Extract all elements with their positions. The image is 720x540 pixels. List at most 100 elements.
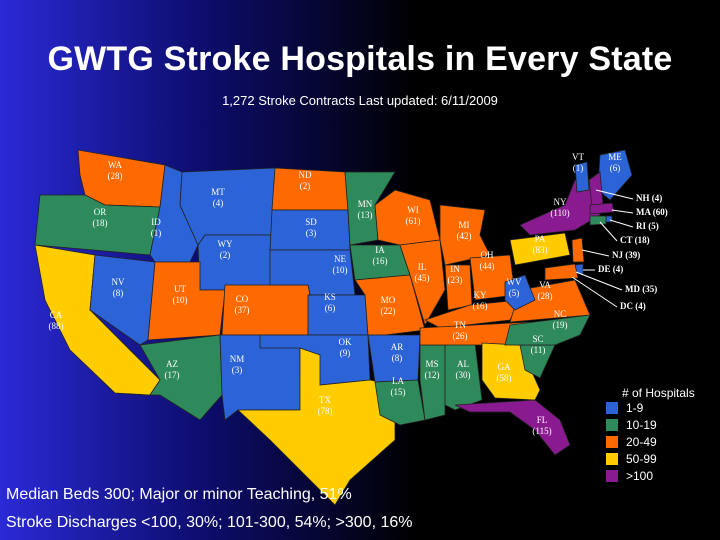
state-label-tx: TX bbox=[319, 395, 331, 405]
state-count-ms: (12) bbox=[425, 370, 440, 380]
callout-line-ct bbox=[599, 221, 618, 242]
state-count-ne: (10) bbox=[333, 265, 348, 275]
state-shape-wy bbox=[197, 234, 273, 291]
legend-label: 50-99 bbox=[626, 452, 657, 466]
state-label-or: OR bbox=[94, 207, 107, 217]
state-count-wv: (5) bbox=[509, 288, 520, 298]
state-label-ok: OK bbox=[339, 337, 352, 347]
state-shape-ms bbox=[419, 344, 446, 421]
state-label-id: ID bbox=[151, 217, 161, 227]
state-count-or: (18) bbox=[93, 218, 108, 228]
state-count-al: (30) bbox=[456, 370, 471, 380]
legend-label: >100 bbox=[626, 469, 654, 483]
callout-label-nj: NJ (39) bbox=[612, 250, 640, 260]
state-label-ky: KY bbox=[474, 290, 487, 300]
state-shape-fl bbox=[454, 399, 571, 456]
state-label-il: IL bbox=[418, 262, 427, 272]
state-count-la: (15) bbox=[391, 387, 406, 397]
state-count-tn: (26) bbox=[453, 331, 468, 341]
callout-label-dc: DC (4) bbox=[620, 301, 646, 311]
callout-line-ri bbox=[609, 219, 634, 228]
state-label-ga: GA bbox=[498, 362, 511, 372]
state-count-ia: (16) bbox=[373, 256, 388, 266]
state-label-az: AZ bbox=[166, 359, 178, 369]
state-count-az: (17) bbox=[165, 370, 180, 380]
state-label-nm: NM bbox=[230, 354, 245, 364]
legend-label: 1-9 bbox=[626, 401, 644, 415]
legend-swatch bbox=[606, 419, 618, 431]
state-shape-wv bbox=[504, 274, 536, 311]
state-count-vt: (1) bbox=[573, 163, 584, 173]
state-label-me: ME bbox=[608, 152, 622, 162]
state-count-nv: (8) bbox=[113, 288, 124, 298]
state-label-al: AL bbox=[457, 359, 469, 369]
legend-title: # of Hospitals bbox=[622, 386, 695, 400]
state-count-nd: (2) bbox=[300, 181, 311, 191]
state-label-ca: CA bbox=[50, 310, 63, 320]
legend-swatch bbox=[606, 470, 618, 482]
state-count-fl: (115) bbox=[532, 426, 551, 436]
callout-label-ct: CT (18) bbox=[620, 235, 650, 245]
state-label-co: CO bbox=[236, 294, 249, 304]
state-count-ga: (58) bbox=[497, 373, 512, 383]
state-count-ar: (8) bbox=[392, 353, 403, 363]
callout-label-md: MD (35) bbox=[625, 284, 657, 294]
callout-label-de: DE (4) bbox=[598, 264, 623, 274]
legend-swatch bbox=[606, 402, 618, 414]
callout-label-ma: MA (60) bbox=[636, 207, 668, 217]
state-label-ny: NY bbox=[554, 197, 567, 207]
state-shape-mi bbox=[439, 204, 491, 266]
state-label-mi: MI bbox=[459, 220, 470, 230]
callout-label-nh: NH (4) bbox=[636, 193, 662, 203]
state-label-oh: OH bbox=[481, 250, 494, 260]
state-shape-ct bbox=[589, 215, 607, 226]
state-shape-md bbox=[544, 263, 579, 281]
state-count-sc: (11) bbox=[531, 345, 546, 355]
state-count-nm: (3) bbox=[232, 365, 243, 375]
state-count-ky: (16) bbox=[473, 301, 488, 311]
callout-line-dc bbox=[571, 276, 618, 308]
callout-line-md bbox=[575, 271, 623, 291]
state-count-mn: (13) bbox=[358, 210, 373, 220]
state-shape-nj bbox=[571, 237, 585, 263]
state-count-ks: (6) bbox=[325, 303, 336, 313]
state-label-mo: MO bbox=[381, 295, 396, 305]
state-label-vt: VT bbox=[572, 152, 584, 162]
state-label-ne: NE bbox=[334, 254, 346, 264]
state-count-ok: (9) bbox=[340, 348, 351, 358]
callout-line-nh bbox=[595, 189, 634, 200]
state-count-in: (23) bbox=[448, 275, 463, 285]
footnote-stroke-discharges: Stroke Discharges <100, 30%; 101-300, 54… bbox=[6, 514, 413, 531]
state-label-wv: WV bbox=[507, 277, 522, 287]
page-title: GWTG Stroke Hospitals in Every State bbox=[47, 40, 673, 78]
state-label-sd: SD bbox=[305, 217, 317, 227]
state-shape-la bbox=[374, 379, 426, 426]
state-label-va: VA bbox=[539, 280, 551, 290]
state-label-ks: KS bbox=[324, 292, 336, 302]
state-label-nd: ND bbox=[299, 170, 312, 180]
state-shape-pa bbox=[509, 232, 571, 266]
state-count-va: (28) bbox=[538, 291, 553, 301]
state-count-pa: (83) bbox=[533, 245, 548, 255]
state-label-nc: NC bbox=[554, 309, 567, 319]
state-shape-ma bbox=[589, 202, 615, 215]
state-count-nc: (19) bbox=[553, 320, 568, 330]
state-count-sd: (3) bbox=[306, 228, 317, 238]
page-subtitle: 1,272 Stroke Contracts Last updated: 6/1… bbox=[222, 93, 498, 108]
state-count-id: (1) bbox=[151, 228, 162, 238]
state-count-oh: (44) bbox=[480, 261, 495, 271]
state-label-in: IN bbox=[450, 264, 460, 274]
footnote-beds-teaching: Median Beds 300; Major or minor Teaching… bbox=[6, 486, 352, 503]
state-label-mn: MN bbox=[358, 199, 373, 209]
state-shape-ks bbox=[307, 294, 369, 336]
state-label-mt: MT bbox=[211, 187, 225, 197]
state-shape-ri bbox=[605, 215, 613, 223]
state-count-mo: (22) bbox=[381, 306, 396, 316]
state-shape-il bbox=[399, 239, 446, 327]
legend-swatch bbox=[606, 453, 618, 465]
state-label-pa: PA bbox=[535, 234, 546, 244]
state-label-la: LA bbox=[392, 376, 404, 386]
state-label-ia: IA bbox=[375, 245, 385, 255]
state-count-me: (6) bbox=[610, 163, 621, 173]
legend-label: 20-49 bbox=[626, 435, 657, 449]
